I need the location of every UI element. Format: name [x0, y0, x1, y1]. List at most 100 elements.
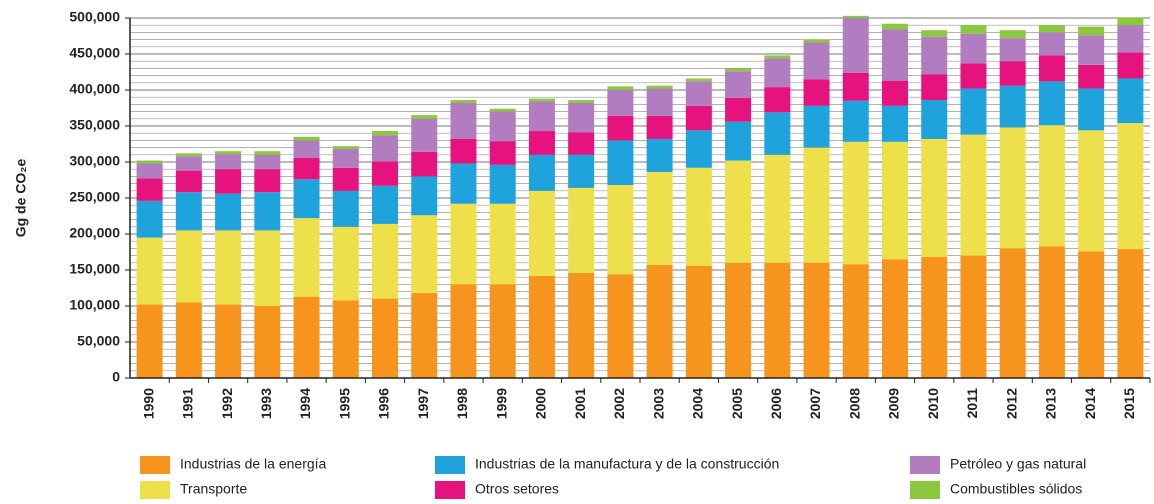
- bar-segment: [1078, 88, 1105, 131]
- bar-segment: [175, 230, 202, 303]
- x-tick-label: 1997: [415, 388, 431, 419]
- bar-segment: [332, 300, 359, 378]
- bar-segment: [450, 138, 477, 164]
- bar-segment: [254, 169, 281, 193]
- bar-segment: [921, 138, 948, 258]
- x-tick-label: 2000: [533, 388, 549, 419]
- bar-segment: [175, 153, 202, 157]
- y-tick-label: 350,000: [69, 117, 120, 133]
- bar-segment: [372, 298, 398, 378]
- bar-segment: [1078, 130, 1105, 252]
- bar-segment: [803, 147, 830, 263]
- bar-segment: [725, 71, 752, 98]
- legend-label: Industrias de la manufactura y de la con…: [475, 456, 779, 472]
- bar-segment: [528, 154, 555, 191]
- bar-segment: [921, 74, 948, 101]
- bar-segment: [450, 102, 477, 139]
- bar-segment: [1117, 249, 1144, 378]
- bar-segment: [921, 36, 948, 75]
- bar-segment: [528, 275, 555, 378]
- x-tick-label: 1994: [297, 388, 313, 419]
- bar-segment: [764, 87, 791, 113]
- bar-segment: [646, 115, 673, 139]
- bar-segment: [489, 284, 516, 378]
- bar-segment: [685, 130, 712, 168]
- bar-segment: [764, 55, 791, 59]
- bar-segment: [803, 105, 830, 148]
- bar-segment: [1117, 25, 1144, 53]
- legend-swatch: [435, 481, 465, 499]
- bar-segment: [803, 42, 830, 80]
- bar-segment: [842, 264, 869, 378]
- bar-segment: [725, 68, 752, 72]
- bar-segment: [254, 230, 281, 306]
- bar-segment: [725, 121, 752, 161]
- bar-segment: [568, 272, 595, 378]
- bar-segment: [921, 257, 948, 378]
- bar-segment: [372, 223, 398, 299]
- legend-label: Industrias de la energía: [180, 456, 327, 472]
- y-tick-label: 150,000: [69, 261, 120, 277]
- bar-segment: [293, 157, 320, 180]
- x-tick-label: 2004: [690, 388, 706, 419]
- bar-segment: [528, 101, 555, 132]
- bar-segment: [764, 112, 791, 155]
- bar-segment: [489, 111, 516, 142]
- bar-segment: [372, 185, 398, 224]
- bar-segment: [332, 226, 359, 301]
- bar-segment: [999, 30, 1026, 39]
- bar-segment: [1117, 17, 1144, 26]
- bar-segment: [646, 138, 673, 173]
- bar-segment: [646, 88, 673, 116]
- bar-segment: [293, 179, 320, 219]
- bar-segment: [725, 97, 752, 122]
- bar-segment: [842, 141, 869, 265]
- x-tick-label: 1998: [454, 388, 470, 419]
- bar-segment: [1078, 251, 1105, 378]
- bar-segment: [842, 18, 869, 73]
- x-tick-label: 2006: [768, 388, 784, 419]
- bar-segment: [882, 105, 908, 142]
- bar-segment: [293, 136, 320, 141]
- bar-segment: [646, 172, 673, 265]
- bar-segment: [1117, 123, 1144, 250]
- bar-segment: [1078, 64, 1105, 89]
- legend-swatch: [140, 481, 170, 499]
- x-tick-label: 2010: [925, 388, 941, 419]
- x-tick-label: 2013: [1043, 388, 1059, 419]
- bar-segment: [254, 154, 281, 170]
- y-tick-label: 100,000: [69, 297, 120, 313]
- bar-segment: [215, 169, 242, 194]
- bar-segment: [175, 156, 202, 171]
- x-tick-label: 1999: [493, 388, 509, 419]
- bar-segment: [175, 170, 202, 193]
- bar-segment: [999, 85, 1026, 128]
- bar-segment: [215, 154, 242, 170]
- x-tick-label: 1990: [140, 388, 156, 419]
- bar-segment: [293, 140, 320, 158]
- bar-segment: [411, 115, 438, 119]
- bar-segment: [372, 135, 398, 162]
- x-tick-label: 2008: [846, 388, 862, 419]
- bar-segment: [764, 58, 791, 88]
- bar-segment: [803, 79, 830, 106]
- x-tick-label: 1992: [219, 388, 235, 419]
- legend-label: Petróleo y gas natural: [950, 456, 1086, 472]
- bar-segment: [882, 29, 908, 81]
- x-tick-label: 2003: [650, 388, 666, 419]
- bar-segment: [372, 131, 398, 136]
- x-tick-label: 2001: [572, 388, 588, 419]
- x-tick-label: 2002: [611, 388, 627, 419]
- bar-segment: [293, 218, 320, 297]
- bar-segment: [803, 39, 830, 43]
- legend-swatch: [435, 456, 465, 474]
- bar-segment: [882, 141, 908, 260]
- bar-segment: [215, 151, 242, 155]
- bar-segment: [411, 215, 438, 294]
- bar-segment: [450, 163, 477, 204]
- bar-segment: [293, 296, 320, 378]
- bar-segment: [842, 100, 869, 142]
- bar-segment: [1117, 52, 1144, 79]
- bar-segment: [332, 146, 359, 150]
